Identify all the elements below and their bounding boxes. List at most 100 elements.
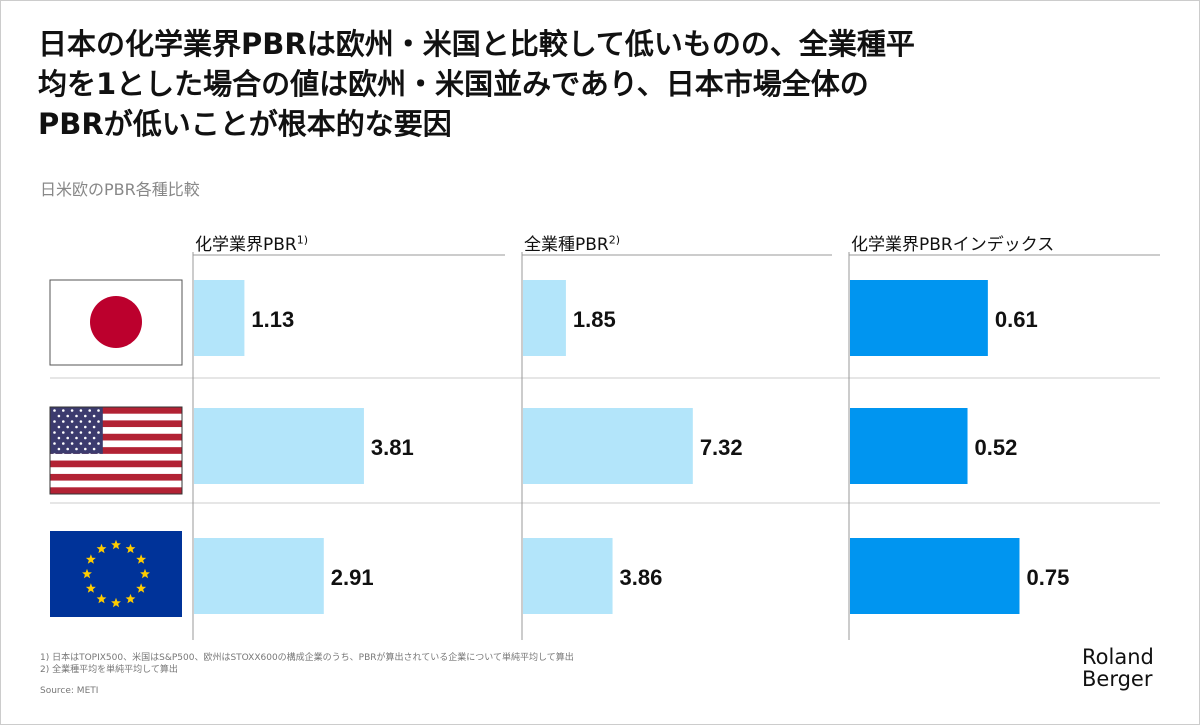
panel-header: 化学業界PBR1) xyxy=(195,230,308,255)
flag-star xyxy=(57,436,61,440)
panel-label: 化学業界PBR xyxy=(195,235,297,255)
flag-stripe xyxy=(50,487,182,495)
chart-subtitle: 日米欧のPBR各種比較 xyxy=(40,180,200,199)
flag-star xyxy=(53,409,56,412)
flag-star xyxy=(70,431,74,434)
flag-star xyxy=(84,447,87,451)
bar xyxy=(850,280,988,356)
flag-star xyxy=(97,420,100,423)
title-line: PBRが低いことが根本的な要因 xyxy=(38,107,452,141)
flag-star xyxy=(62,453,65,456)
japan-flag-icon xyxy=(49,279,183,366)
flag-star xyxy=(70,453,74,456)
flag-border xyxy=(49,406,183,495)
flag-star xyxy=(53,442,56,445)
flag-star xyxy=(97,409,100,412)
flag-star xyxy=(70,442,74,445)
bar xyxy=(850,538,1020,614)
flag-star xyxy=(125,543,136,554)
flag-star xyxy=(88,442,91,445)
flag-stripe xyxy=(50,460,182,468)
flag-stripe xyxy=(50,453,182,461)
flag-star xyxy=(88,409,91,412)
flag-star xyxy=(62,431,65,434)
flag-star xyxy=(97,442,100,445)
flag-star xyxy=(84,436,87,440)
flag-star xyxy=(53,453,56,456)
data-label: 0.52 xyxy=(975,435,1018,460)
bar xyxy=(523,408,693,484)
flag-star xyxy=(88,453,91,456)
flag-star xyxy=(62,420,65,423)
flag-canton xyxy=(50,407,103,454)
flag-star xyxy=(75,414,78,418)
flag-stripe xyxy=(50,480,182,488)
roland-berger-logo: Roland Berger xyxy=(1082,645,1154,691)
flag-star xyxy=(92,447,96,451)
panel-label: 化学業界PBRインデックス xyxy=(851,235,1055,255)
flag-stripe xyxy=(50,467,182,475)
flag-star xyxy=(97,431,100,434)
flag-stripe xyxy=(50,433,182,441)
data-label: 1.85 xyxy=(573,307,616,332)
slide-title: 日本の化学業界PBRは欧州・米国と比較して低いものの、全業種平 均を1とした場合… xyxy=(38,24,1038,144)
data-label: 3.86 xyxy=(620,565,663,590)
flag-stripe xyxy=(50,440,182,448)
flag-stripe xyxy=(50,413,182,421)
flag-star xyxy=(79,409,83,412)
flag-star xyxy=(140,568,150,579)
flag-stripe xyxy=(50,473,182,481)
eu-flag-icon xyxy=(50,531,182,617)
flag-star xyxy=(79,431,83,434)
flag-star xyxy=(53,420,56,423)
flag-stripe xyxy=(50,447,182,455)
flag-star xyxy=(57,414,61,418)
title-line: 日本の化学業界PBRは欧州・米国と比較して低いものの、全業種平 xyxy=(38,27,915,61)
flag-star xyxy=(75,447,78,451)
bar xyxy=(523,280,566,356)
title-line: 均を1とした場合の値は欧州・米国並みであり、日本市場全体の xyxy=(38,67,869,101)
us-flag-icon xyxy=(49,406,183,495)
flag-star xyxy=(96,543,107,554)
data-label: 0.75 xyxy=(1027,565,1070,590)
flag-star xyxy=(66,436,69,440)
bar xyxy=(194,280,245,356)
data-label: 7.32 xyxy=(700,435,743,460)
data-label: 3.81 xyxy=(371,435,414,460)
panel-header: 全業種PBR2) xyxy=(524,230,620,255)
bar xyxy=(523,538,613,614)
source-note: Source: METI xyxy=(40,686,99,696)
flag-star xyxy=(96,593,107,604)
flag-star xyxy=(84,414,87,418)
flag-star xyxy=(75,425,78,429)
footnote: 1) 日本はTOPIX500、米国はS&P500、欧州はSTOXX600の構成企… xyxy=(40,653,574,663)
flag-star xyxy=(79,420,83,423)
flag-star xyxy=(82,568,92,579)
flag-star xyxy=(111,539,121,550)
flag-star xyxy=(75,436,78,440)
flag-star xyxy=(70,409,74,412)
panel-label: 全業種PBR xyxy=(524,235,609,255)
flag-stripe xyxy=(50,427,182,435)
panel-header: 化学業界PBRインデックス xyxy=(851,230,1054,255)
flag-star xyxy=(79,453,83,456)
flag-star xyxy=(136,554,147,564)
footnote-ref: 2) xyxy=(608,233,621,247)
data-label: 1.13 xyxy=(251,307,294,332)
flag-star xyxy=(85,554,96,564)
flag-star xyxy=(57,447,61,451)
flag-star xyxy=(53,431,56,434)
flag-stripe xyxy=(50,407,182,414)
flag-star xyxy=(92,425,96,429)
flag-star xyxy=(84,425,87,429)
flag-star xyxy=(125,593,136,604)
flag-star xyxy=(92,436,96,440)
data-label: 2.91 xyxy=(331,565,374,590)
flag-star xyxy=(136,583,147,593)
flag-star xyxy=(66,414,69,418)
data-label: 0.61 xyxy=(995,307,1038,332)
bar xyxy=(194,538,324,614)
flag-star xyxy=(70,420,74,423)
flag-star xyxy=(62,442,65,445)
